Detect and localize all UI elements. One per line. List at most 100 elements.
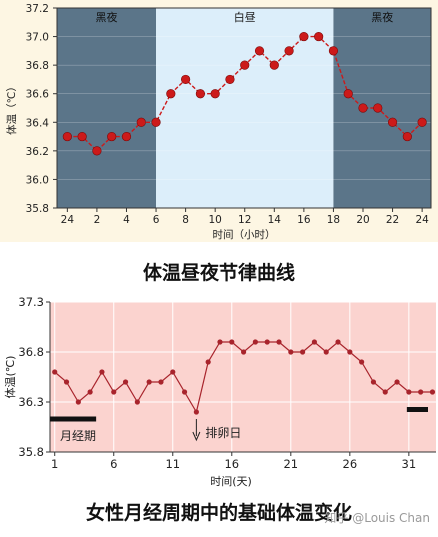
data-point: [343, 89, 353, 99]
band-label: 黑夜: [96, 10, 118, 24]
data-point: [52, 369, 58, 375]
data-point: [358, 103, 368, 113]
x-tick-label: 11: [165, 457, 180, 471]
data-point: [217, 339, 223, 345]
y-tick-label: 36.4: [26, 117, 50, 129]
circadian-chart-caption: 体温昼夜节律曲线: [142, 262, 295, 284]
plot-area: [50, 302, 436, 452]
x-axis-label: 时间（小时）: [213, 228, 276, 241]
data-point: [111, 389, 117, 395]
data-point: [347, 349, 353, 355]
watermark: 知乎 @Louis Chan: [324, 511, 430, 525]
data-point: [335, 339, 341, 345]
data-point: [311, 339, 318, 345]
y-tick-label: 36.6: [26, 89, 50, 101]
y-tick-label: 37.0: [26, 32, 49, 44]
menstrual-period-label: 月经期: [60, 429, 96, 443]
y-tick-label: 36.8: [26, 60, 49, 72]
data-point: [284, 46, 294, 56]
data-point: [62, 131, 72, 142]
x-tick-label: 6: [110, 457, 117, 471]
data-point: [314, 31, 324, 42]
data-point: [195, 89, 205, 99]
y-tick-label: 36.2: [26, 146, 49, 158]
y-tick-label: 35.8: [18, 445, 44, 459]
y-tick-label: 37.2: [26, 3, 49, 15]
data-point: [121, 131, 132, 142]
data-point: [146, 379, 152, 385]
data-point: [193, 409, 199, 415]
y-tick-label: 37.3: [18, 295, 44, 309]
data-point: [370, 379, 377, 385]
data-point: [107, 131, 117, 142]
data-point: [264, 339, 270, 345]
data-point: [205, 359, 211, 365]
data-point: [382, 389, 388, 395]
data-point: [166, 89, 176, 99]
data-point: [276, 339, 282, 345]
data-point: [394, 379, 400, 385]
x-tick-label: 31: [402, 457, 417, 471]
data-point: [225, 74, 235, 85]
y-tick-label: 35.8: [26, 203, 49, 215]
data-point: [87, 389, 93, 395]
ovulation-arrow-head: [192, 431, 201, 442]
data-point: [269, 60, 279, 70]
menstrual-chart-panel: 35.8 36.3 36.8 37.3 1 6 11 16 21 26 31 时间(天) 体温(℃) 月经…: [0, 290, 438, 490]
x-tick-label: 24: [415, 214, 429, 226]
data-point: [210, 89, 220, 99]
ovulation-label: 排卵日: [205, 426, 241, 440]
data-point: [300, 349, 306, 355]
data-point: [122, 379, 129, 385]
band-0: [57, 8, 157, 208]
next-period-bar: [406, 407, 428, 412]
data-point: [429, 389, 436, 395]
data-point: [254, 46, 265, 56]
x-axis-label: 时间(天): [210, 475, 252, 488]
data-point: [418, 389, 424, 395]
data-point: [92, 146, 102, 156]
menstrual-period-bar: [50, 416, 97, 422]
data-point: [99, 369, 105, 375]
plot-frame: [56, 7, 432, 209]
y-axis-label: 体温（℃）: [6, 81, 18, 135]
y-tick-label: 36.0: [26, 174, 49, 186]
data-point: [402, 131, 412, 142]
x-tick-label: 8: [182, 214, 189, 226]
data-point: [328, 46, 339, 56]
data-point: [288, 349, 294, 355]
data-point: [75, 399, 81, 405]
data-point: [240, 60, 250, 70]
data-point: [299, 31, 309, 42]
x-tick-label: 16: [224, 457, 239, 471]
x-tick-label: 10: [208, 214, 221, 226]
data-point: [387, 117, 398, 127]
data-point: [406, 389, 412, 395]
y-tick-label: 36.3: [18, 395, 44, 409]
circadian-chart: 黑夜 白昼 黑夜35.836.036.236.436.636.837.037.224…: [0, 0, 438, 242]
data-point: [359, 359, 365, 365]
data-point: [373, 103, 383, 113]
data-point: [417, 117, 427, 127]
data-point: [77, 131, 87, 142]
data-point: [136, 117, 146, 127]
data-point: [229, 339, 235, 345]
data-point: [252, 339, 258, 345]
x-tick-label: 24: [61, 214, 75, 226]
menstrual-chart-caption: 女性月经周期中的基础体温变化: [85, 502, 352, 524]
x-tick-label: 6: [153, 214, 160, 226]
menstrual-chart: 35.836.336.837.31 6 11 16 21 26 31时间(天)体温(℃)月经…: [0, 290, 438, 490]
band-label: 白昼: [234, 10, 256, 24]
data-point: [181, 74, 191, 85]
x-tick-label: 21: [283, 457, 298, 471]
data-point: [151, 117, 161, 127]
x-tick-label: 18: [327, 214, 340, 226]
band-1: [156, 8, 334, 208]
x-tick-label: 4: [123, 214, 130, 226]
data-point: [63, 379, 70, 385]
x-tick-label: 1: [51, 457, 58, 471]
x-tick-label: 12: [238, 214, 251, 226]
x-tick-label: 14: [268, 214, 282, 226]
data-point: [181, 389, 188, 395]
circadian-chart-panel: 黑夜 白昼 黑夜 35.8 36.0 36.2 36.4 36.6 36.8 37.0 37.2 24…: [0, 0, 438, 242]
